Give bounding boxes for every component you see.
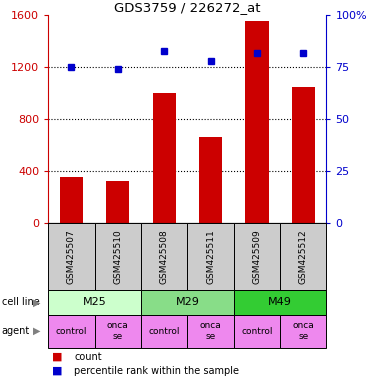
Text: percentile rank within the sample: percentile rank within the sample <box>74 366 239 376</box>
Text: count: count <box>74 352 102 362</box>
Text: M25: M25 <box>83 297 106 308</box>
Text: M29: M29 <box>175 297 199 308</box>
Text: GSM425507: GSM425507 <box>67 229 76 284</box>
Bar <box>141 290 234 315</box>
Text: GSM425510: GSM425510 <box>113 229 122 284</box>
Bar <box>234 315 280 348</box>
Bar <box>48 290 141 315</box>
Text: GSM425508: GSM425508 <box>160 229 169 284</box>
Title: GDS3759 / 226272_at: GDS3759 / 226272_at <box>114 1 260 14</box>
Bar <box>141 315 187 348</box>
Text: agent: agent <box>2 326 30 336</box>
Text: ■: ■ <box>52 352 62 362</box>
Bar <box>95 223 141 290</box>
Bar <box>141 223 187 290</box>
Bar <box>234 290 326 315</box>
Text: ▶: ▶ <box>33 297 41 308</box>
Text: control: control <box>56 327 87 336</box>
Bar <box>152 93 176 223</box>
Bar <box>234 223 280 290</box>
Text: GSM425511: GSM425511 <box>206 229 215 284</box>
Text: GSM425512: GSM425512 <box>299 229 308 284</box>
Text: ▶: ▶ <box>33 326 41 336</box>
Bar <box>187 315 234 348</box>
Text: cell line: cell line <box>2 297 40 308</box>
Bar <box>280 315 326 348</box>
Text: control: control <box>148 327 180 336</box>
Text: ■: ■ <box>52 366 62 376</box>
Bar <box>106 181 129 223</box>
Text: M49: M49 <box>268 297 292 308</box>
Text: GSM425509: GSM425509 <box>252 229 262 284</box>
Text: control: control <box>241 327 273 336</box>
Text: onca
se: onca se <box>292 321 314 341</box>
Bar <box>48 223 95 290</box>
Bar <box>280 223 326 290</box>
Bar <box>48 315 95 348</box>
Bar <box>187 223 234 290</box>
Bar <box>292 87 315 223</box>
Bar <box>60 177 83 223</box>
Bar <box>199 137 222 223</box>
Bar <box>245 20 269 223</box>
Text: onca
se: onca se <box>107 321 129 341</box>
Text: onca
se: onca se <box>200 321 221 341</box>
Bar <box>95 315 141 348</box>
